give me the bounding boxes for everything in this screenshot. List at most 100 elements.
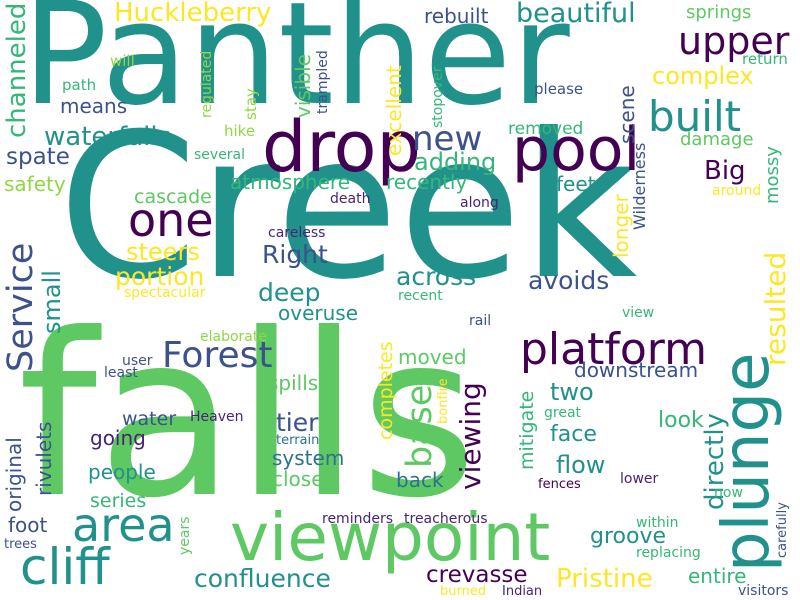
word-fences: fences [538,477,581,492]
word-falls: falls [18,286,478,548]
word-please: please [534,80,584,98]
word-portion: portion [115,262,205,291]
word-excellent: excellent [382,65,406,156]
word-cliff: cliff [20,538,110,596]
word-complex: complex [652,62,754,90]
word-stopover: stopover [430,66,446,128]
word-steers: steers [126,238,200,266]
word-new: new [412,119,483,159]
word-longer: longer [609,194,633,258]
word-heaven: Heaven [190,409,244,425]
word-regulated: regulated [199,50,215,118]
word-viewpoint: viewpoint [230,499,551,576]
word-waterfalls: waterfalls [44,122,172,152]
word-recently: recently [386,170,468,194]
word-pristine: Pristine [556,564,653,594]
word-years: years [177,516,193,555]
word-view: view [622,305,655,321]
word-treacherous: treacherous [404,511,488,527]
word-avoids: avoids [528,266,610,295]
word-visitors: visitors [738,583,789,599]
word-confluence: confluence [194,564,331,593]
word-careless: careless [268,225,326,241]
word-rivulets: rivulets [32,421,56,496]
word-small: small [38,270,66,334]
word-removed: removed [508,119,584,139]
word-damage: damage [680,129,754,150]
word-atmosphere: atmosphere [230,170,350,194]
word-tier: tier [276,408,319,437]
word-safety: safety [4,172,66,196]
word-going: going [90,426,146,450]
word-spate: spate [6,144,70,170]
word-across: across [396,262,477,291]
word-bonfire: bonfire [436,378,451,424]
word-big: Big [704,156,746,186]
word-reminders: reminders [322,511,394,527]
word-one: one [128,193,214,247]
word-back: back [396,468,444,492]
word-rebuilt: rebuilt [424,4,489,28]
word-creek: Creek [58,91,638,324]
word-spectacular: spectacular [124,285,206,301]
word-scene: scene [615,85,639,144]
word-lower: lower [620,471,659,487]
word-downstream: downstream [574,358,699,382]
word-base: base [400,384,440,468]
word-visible: visible [291,54,315,118]
word-now: now [714,485,743,501]
word-service: Service [1,242,41,372]
word-hike: hike [224,122,256,140]
word-adding: adding [414,148,497,176]
word-built: built [648,92,742,141]
word-water: water [122,408,177,430]
word-mitigate: mitigate [516,390,538,470]
word-viewing: viewing [454,382,487,490]
word-least: least [104,365,138,381]
word-completes: completes [375,341,397,440]
word-system: system [272,446,345,470]
word-two: two [550,378,594,406]
word-flow: flow [556,451,606,479]
word-within: within [636,515,679,531]
word-user: user [122,353,153,369]
word-along: along [460,195,499,211]
word-drop: drop [262,106,421,188]
word-wilderness: Wilderness [630,142,649,230]
word-closer: closer [272,467,332,491]
word-moved: moved [398,345,467,369]
word-groove: groove [590,524,667,549]
word-indian: Indian [502,584,543,599]
word-right: Right [262,240,328,269]
word-series: series [90,490,147,512]
word-deep: deep [258,278,321,307]
word-rail: rail [469,313,492,329]
word-trampled: trampled [315,50,331,114]
word-carefully: carefully [775,502,790,558]
word-panther: Panther [22,0,570,137]
word-area: area [72,498,175,552]
word-great: great [544,405,582,421]
word-replacing: replacing [636,545,701,561]
word-resulted: resulted [759,251,792,366]
word-around: around [712,183,762,199]
word-spills: spills [268,371,319,395]
word-overuse: overuse [278,301,358,325]
word-pool: pool [512,115,641,185]
word-springs: springs [686,2,752,23]
word-look: look [658,408,704,433]
word-will: will [110,52,135,70]
word-recent: recent [398,288,443,304]
word-path: path [62,76,97,94]
word-huckleberry: Huckleberry [114,0,272,28]
word-channeled: channeled [2,2,32,138]
word-mossy: mossy [762,146,783,204]
word-several: several [194,147,246,163]
word-upper: upper [678,19,790,63]
word-death: death [330,191,371,207]
word-feet: feet [556,172,596,196]
word-crevasse: crevasse [426,562,528,588]
word-forest: Forest [162,335,273,376]
word-foot: foot [8,513,48,537]
